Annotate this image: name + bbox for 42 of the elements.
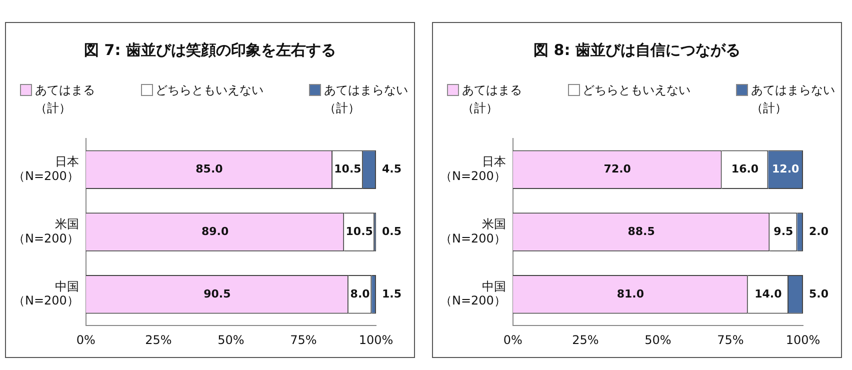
x-tick-label: 75% xyxy=(717,332,744,347)
data-label: 14.0 xyxy=(754,287,782,300)
x-tick-label: 100% xyxy=(358,332,394,347)
data-label: 90.5 xyxy=(204,287,231,300)
legend-label: どちらともいえない xyxy=(582,82,690,99)
x-tick-label: 50% xyxy=(218,332,244,347)
x-tick-label: 75% xyxy=(290,332,317,347)
y-tick-label: 中国（N=200） xyxy=(13,279,79,308)
data-label: 85.0 xyxy=(196,162,224,176)
x-tick-label: 100% xyxy=(786,332,820,347)
data-label: 81.0 xyxy=(616,287,644,300)
y-tick-label: 日本（N=200） xyxy=(440,154,506,183)
data-label: 12.0 xyxy=(772,162,800,176)
x-tick-label: 25% xyxy=(572,332,599,347)
legend-label: あてはまる（計） xyxy=(462,82,522,117)
data-label: 10.5 xyxy=(334,162,362,176)
data-label: 5.0 xyxy=(809,287,829,300)
x-tick-label: 0% xyxy=(503,332,522,347)
data-label: 89.0 xyxy=(201,224,229,238)
legend-label: あてはまる（計） xyxy=(35,82,95,117)
data-label: 0.5 xyxy=(382,224,402,238)
data-label: 16.0 xyxy=(731,162,759,176)
data-label: 10.5 xyxy=(346,224,373,238)
data-label: 72.0 xyxy=(604,162,632,176)
y-tick-label: 中国（N=200） xyxy=(440,279,506,308)
y-tick-label: 米国（N=200） xyxy=(13,216,79,246)
legend-label: あてはまらない（計） xyxy=(751,82,835,117)
y-tick-label: 日本（N=200） xyxy=(13,154,79,183)
chart-title: 図 8: 歯並びは自信につながる xyxy=(532,41,742,60)
data-label: 9.5 xyxy=(774,224,794,238)
data-label: 8.0 xyxy=(350,287,370,300)
x-tick-label: 0% xyxy=(76,332,96,347)
data-label: 2.0 xyxy=(809,224,829,238)
data-label: 1.5 xyxy=(382,287,402,300)
x-tick-label: 50% xyxy=(644,332,672,347)
y-tick-label: 米国（N=200） xyxy=(440,216,506,246)
data-label: 4.5 xyxy=(382,162,402,176)
legend-label: どちらともいえない xyxy=(156,82,264,99)
chart-title: 図 7: 歯並びは笑顔の印象を左右する xyxy=(83,41,337,60)
x-tick-label: 25% xyxy=(145,332,172,347)
legend-label: あてはまらない（計） xyxy=(324,82,408,117)
data-label: 88.5 xyxy=(628,224,655,238)
